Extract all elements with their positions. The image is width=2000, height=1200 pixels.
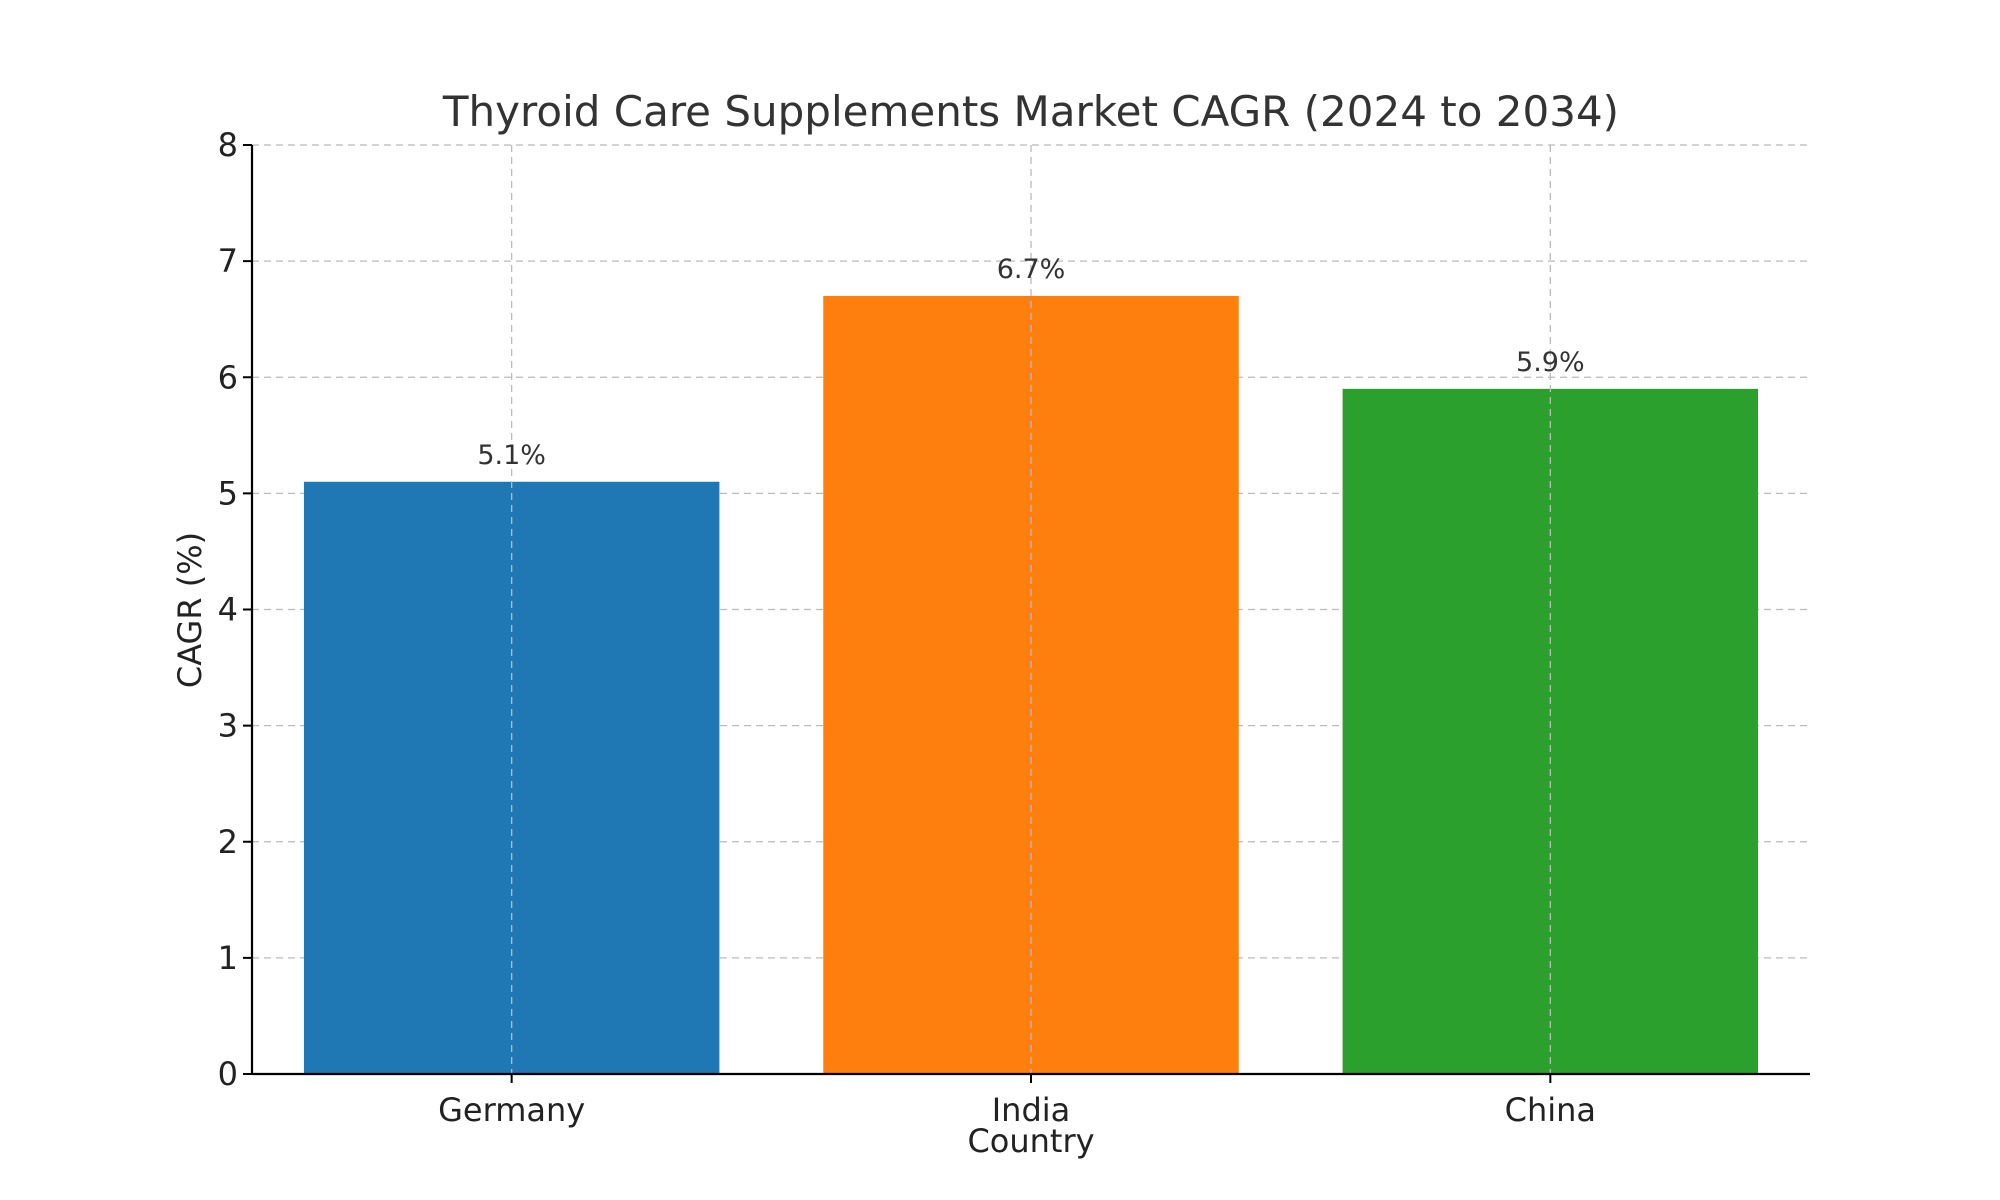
y-tick-label: 3 [218, 707, 238, 745]
bar-china [1342, 388, 1759, 1074]
chart-title: Thyroid Care Supplements Market CAGR (20… [442, 87, 1619, 136]
x-tick-label: India [992, 1091, 1071, 1129]
y-tick-label: 2 [218, 823, 238, 861]
y-tick-label: 5 [218, 474, 238, 512]
data-labels: 5.1% 6.7% 5.9% [477, 254, 1584, 471]
y-tick-label: 1 [218, 939, 238, 977]
y-tick-label: 7 [218, 242, 238, 280]
data-label: 5.1% [477, 440, 546, 471]
y-axis-label: CAGR (%) [171, 532, 209, 688]
bars [303, 295, 1759, 1074]
y-tick-label: 0 [218, 1055, 238, 1093]
data-label: 6.7% [997, 254, 1066, 285]
y-tick-label: 8 [218, 126, 238, 164]
y-tick-label: 4 [218, 591, 238, 629]
x-axis-label: Country [967, 1122, 1094, 1160]
data-label: 5.9% [1516, 347, 1585, 378]
ticks: 0 1 2 3 4 5 6 7 8 Germany India China [218, 126, 1596, 1129]
y-tick-label: 6 [218, 358, 238, 396]
x-tick-label: China [1505, 1091, 1596, 1129]
x-tick-label: Germany [438, 1091, 585, 1129]
x-gridlines [511, 145, 1551, 1074]
